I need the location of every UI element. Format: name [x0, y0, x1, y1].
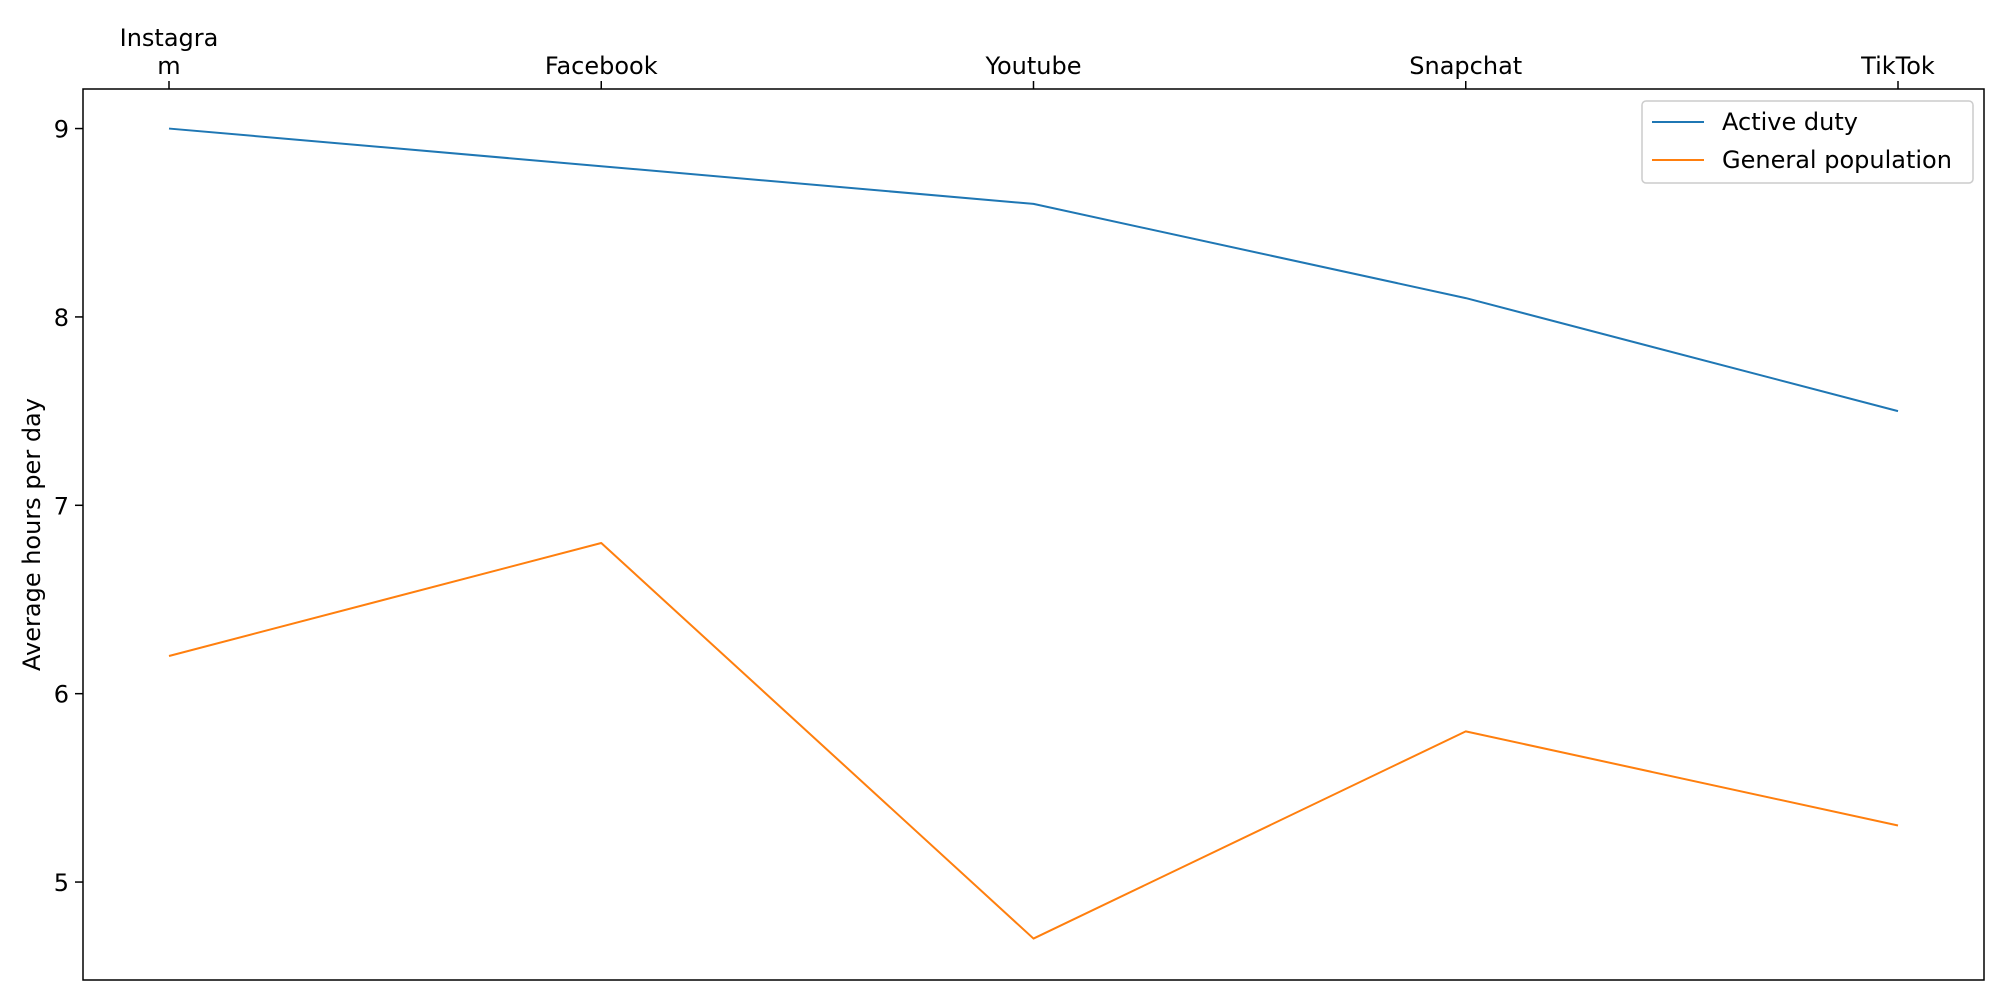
y-tick-label: 9: [54, 116, 69, 144]
y-axis: 5 6 7 8 9: [54, 116, 83, 897]
x-tick-label: Instagra m: [120, 24, 219, 80]
legend: Active duty General population: [1641, 100, 1974, 184]
y-tick-label: 8: [54, 304, 69, 332]
plot-frame: [82, 88, 1985, 981]
plot-area: [168, 127, 1899, 940]
x-axis: Instagra m Facebook Youtube Snapchat TikTok: [120, 24, 1935, 89]
x-tick-label: Snapchat: [1409, 52, 1522, 80]
y-axis-label: Average hours per day: [18, 398, 46, 671]
x-tick-label: Facebook: [545, 52, 658, 80]
y-tick-label: 6: [54, 681, 69, 709]
series-line-general-population: [168, 541, 1899, 940]
y-tick-label: 5: [54, 869, 69, 897]
x-tick-label: TikTok: [1860, 52, 1935, 80]
legend-label: General population: [1722, 146, 1952, 174]
legend-box: [1641, 100, 1974, 184]
y-tick-label: 7: [54, 492, 69, 520]
series-line-active-duty: [168, 127, 1899, 413]
legend-label: Active duty: [1722, 108, 1858, 136]
x-tick-label: Youtube: [985, 52, 1082, 80]
